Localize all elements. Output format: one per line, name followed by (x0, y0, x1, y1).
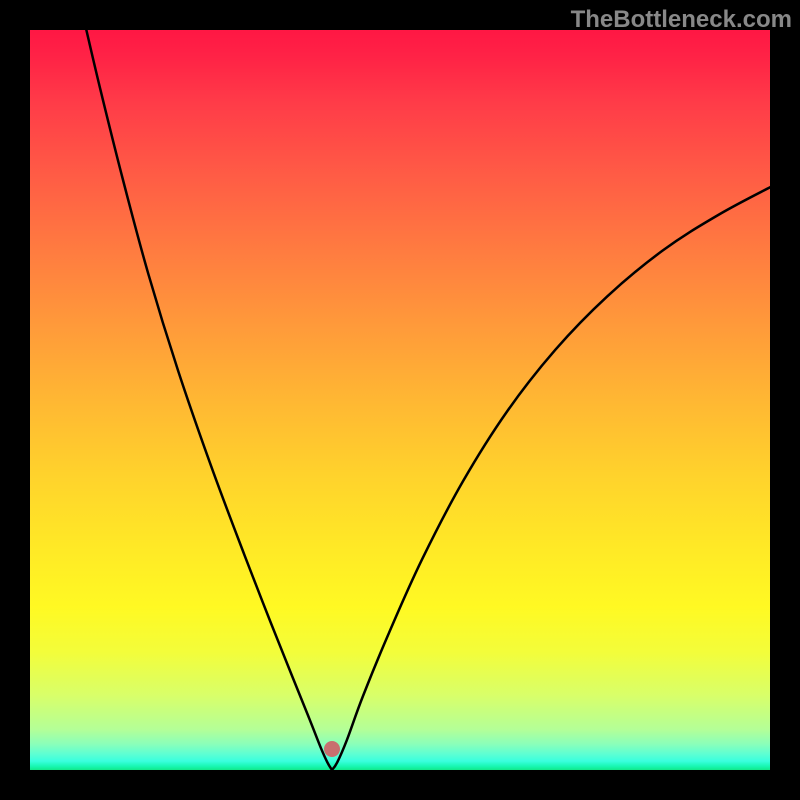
chart-container: TheBottleneck.com (0, 0, 800, 800)
plot-area (30, 30, 770, 770)
bottleneck-curve (30, 30, 770, 770)
watermark-text: TheBottleneck.com (571, 6, 792, 34)
minimum-marker (324, 741, 340, 757)
